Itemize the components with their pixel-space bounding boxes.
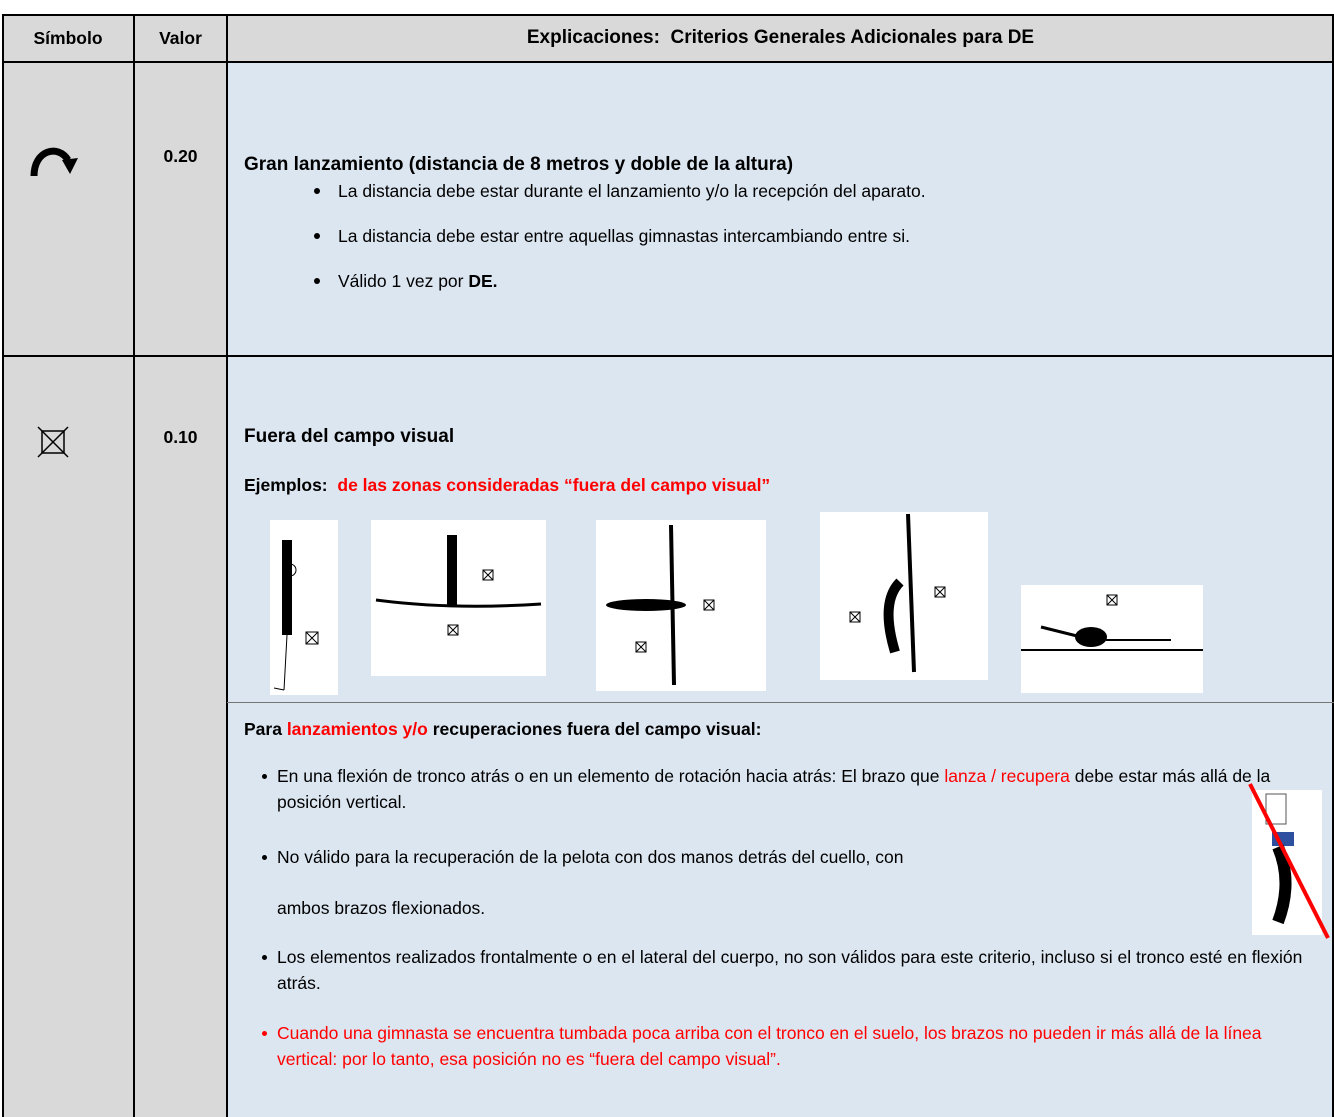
- example-image: [820, 512, 988, 680]
- bullet: [314, 233, 320, 239]
- bullet: [314, 188, 320, 194]
- example-image: [371, 520, 546, 676]
- row-title: Gran lanzamiento (distancia de 8 metros …: [244, 154, 794, 175]
- text-run: Para: [244, 719, 287, 739]
- bullet-text: No válido para la recuperación de la pel…: [277, 847, 904, 867]
- value: 0.20: [163, 146, 198, 166]
- example-image: [1021, 585, 1203, 693]
- examples-text: de las zonas consideradas “fuera del cam…: [337, 475, 771, 495]
- text-run: Válido 1 vez por: [338, 271, 469, 291]
- border: [227, 702, 1334, 703]
- border: [133, 14, 135, 1117]
- header-cell: Símbolo: [33, 28, 103, 48]
- bullet: [314, 278, 320, 284]
- bullet-text: Los elementos realizados frontalmente o …: [277, 947, 1303, 993]
- text-run: recuperaciones fuera del campo visual:: [427, 719, 762, 739]
- bullet-text: Válido 1 vez por DE.: [338, 268, 498, 294]
- bullet-text: La distancia debe estar entre aquellas g…: [338, 226, 911, 246]
- symbol-col-bg: [2, 62, 227, 1117]
- text-run: En una flexión de tronco atrás o en un e…: [277, 766, 945, 786]
- value: 0.10: [163, 427, 198, 447]
- bullet: [262, 855, 267, 860]
- text-run: lanzamientos y/o: [286, 719, 428, 739]
- bullet-text: ambos brazos flexionados.: [277, 898, 486, 918]
- header-cell: Valor: [159, 28, 202, 48]
- header-cell: Explicaciones: Criterios Generales Adici…: [526, 27, 1035, 48]
- bullet-text: La distancia debe estar durante el lanza…: [338, 181, 926, 201]
- bullet-text: Cuando una gimnasta se encuentra tumbada…: [277, 1023, 1262, 1069]
- border: [2, 61, 1334, 63]
- example-image: [596, 520, 766, 691]
- row-title: Fuera del campo visual: [244, 426, 455, 447]
- bullet: [262, 1031, 267, 1036]
- border: [226, 14, 228, 1117]
- example-image: [270, 520, 338, 695]
- border: [2, 14, 1334, 1117]
- subheading: Para lanzamientos y/o recuperaciones fue…: [244, 716, 761, 742]
- text-run: DE.: [468, 271, 498, 291]
- border: [2, 355, 1334, 357]
- bullet: [262, 955, 267, 960]
- examples: Ejemplos: de las zonas consideradas “fue…: [244, 472, 770, 498]
- header-bg: [2, 14, 1334, 62]
- examples-label: Ejemplos:: [244, 475, 328, 495]
- bullet-text: En una flexión de tronco atrás o en un e…: [277, 763, 1327, 815]
- out-of-view-symbol: [37, 426, 69, 458]
- bullet: [262, 774, 267, 779]
- text-run: debe estar más allá de la posición verti…: [277, 766, 1271, 812]
- text-run: lanza / recupera: [944, 766, 1070, 786]
- invalid-example-image: [1248, 783, 1330, 939]
- throw-symbol: [30, 147, 78, 177]
